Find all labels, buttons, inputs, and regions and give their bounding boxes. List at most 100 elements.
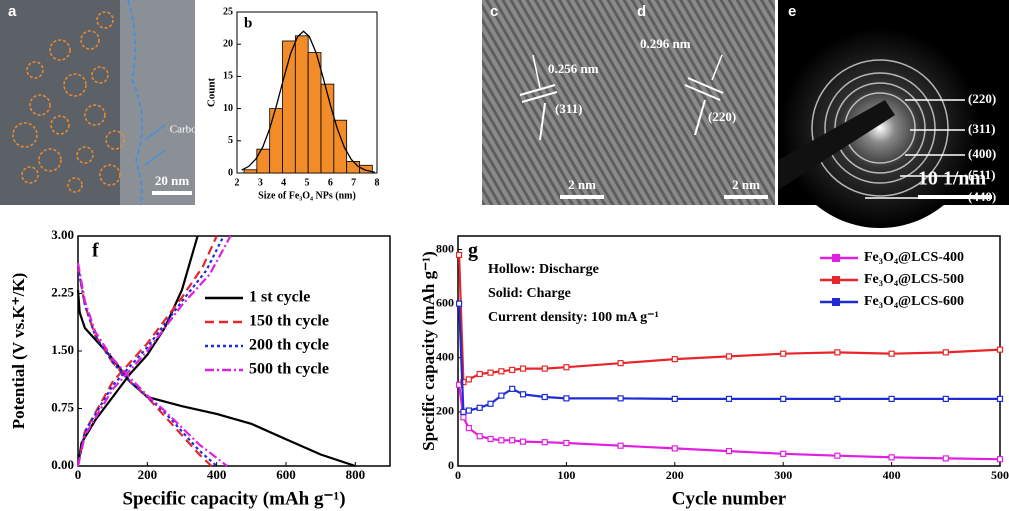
legend-label: Fe₃O₄@LCS-400 (864, 250, 964, 265)
panel-c-image: c 0.256 nm (311) 2 nm (482, 0, 627, 205)
y-tick-label: 400 (436, 350, 454, 364)
point (487, 400, 494, 407)
point (563, 395, 570, 402)
x-axis-label: Specific capacity (mAh g⁻¹) (122, 488, 345, 509)
point (509, 366, 516, 374)
point (476, 404, 483, 411)
y-tick-label: 15 (223, 71, 233, 82)
point (465, 407, 472, 414)
point (942, 395, 949, 402)
point (888, 454, 895, 461)
legend-label: 1 st cycle (249, 289, 310, 306)
y-tick-label: 0 (448, 458, 454, 472)
x-tick-label: 400 (207, 467, 227, 482)
point (519, 391, 527, 398)
x-tick-label: 2 (235, 177, 240, 188)
y-tick-label: 0.00 (51, 457, 74, 472)
point (541, 439, 548, 446)
y-tick-label: 1.50 (51, 342, 74, 357)
point (780, 350, 787, 357)
point (563, 364, 570, 371)
x-tick-label: 5 (305, 177, 310, 188)
annotation: Current density: 100 mA g⁻¹ (488, 310, 659, 325)
y-tick-label: 800 (436, 241, 454, 255)
image-text: Carbon (170, 124, 203, 136)
point (498, 368, 505, 375)
point (617, 442, 624, 449)
point (996, 456, 1004, 463)
legend-label: 200 th cycle (249, 337, 329, 354)
y-tick-label: 5 (228, 135, 233, 146)
legend-marker (832, 254, 840, 262)
legend-label: Fe₃O₄@LCS-500 (864, 272, 964, 287)
scale-label: 20 nm (155, 173, 189, 188)
bar (346, 161, 360, 174)
point (834, 452, 841, 459)
legend-marker (832, 276, 840, 284)
image-text: (220) (708, 109, 736, 124)
legend-marker (832, 298, 840, 306)
x-tick-label: 400 (883, 468, 901, 482)
series-line (76, 235, 232, 467)
point (834, 349, 841, 356)
point (498, 437, 505, 444)
x-axis-label: Cycle number (672, 488, 787, 509)
x-tick-label: 3 (258, 177, 263, 188)
point (563, 439, 570, 447)
x-tick-label: 100 (557, 468, 575, 482)
x-tick-label: 6 (328, 177, 333, 188)
point (509, 437, 516, 444)
image-text: (220) (968, 91, 996, 106)
bar (359, 164, 373, 174)
y-axis-label: Potential (V vs.K⁺/K) (9, 273, 28, 429)
point (519, 365, 527, 372)
legend-label: Fe₃O₄@LCS-600 (864, 294, 964, 309)
panel-a-image: a Carbon 20 nm (0, 0, 203, 206)
y-tick-label: 20 (223, 38, 233, 49)
point (455, 300, 463, 307)
x-tick-label: 0 (455, 468, 461, 482)
plot-frame (77, 235, 391, 467)
annotation: Solid: Charge (488, 286, 571, 301)
x-tick-label: 8 (375, 177, 380, 188)
x-tick-label: 500 (991, 468, 1009, 482)
bar (294, 35, 309, 174)
point (780, 450, 787, 457)
legend-label: 500 th cycle (249, 361, 329, 378)
point (942, 349, 949, 356)
fit-curve (241, 30, 375, 173)
x-axis-label: Size of Fe₃O₄ NPs (nm) (258, 190, 356, 201)
point (519, 438, 527, 445)
y-axis-label: Specific capacity (mAh g⁻¹) (419, 251, 438, 451)
point (498, 392, 505, 399)
point (465, 376, 472, 383)
point (725, 448, 733, 455)
panel-label: e (788, 3, 796, 20)
panel-e-image: e (220) (311) (400) (511) (440) (778, 0, 1009, 228)
point (460, 414, 467, 421)
panel-label: b (244, 15, 252, 31)
y-tick-label: 3.00 (51, 227, 74, 242)
point (996, 395, 1004, 402)
point (725, 395, 733, 402)
scale-label-e: 10 1/nm (918, 168, 987, 190)
point (671, 395, 678, 402)
bar (269, 108, 283, 174)
x-tick-label: 300 (774, 468, 792, 482)
annotation: Hollow: Discharge (488, 262, 599, 277)
point (460, 408, 467, 415)
image-text: (400) (968, 146, 996, 161)
bar (320, 83, 335, 174)
point (476, 433, 483, 440)
x-tick-label: 600 (276, 467, 296, 482)
y-axis-label: Count (206, 77, 218, 107)
image-text: 0.296 nm (640, 36, 691, 51)
y-tick-label: 200 (436, 404, 454, 418)
point (671, 445, 678, 452)
point (942, 455, 949, 462)
bar (307, 52, 322, 174)
image-text: (511) (968, 167, 995, 182)
panel-label: g (468, 240, 478, 262)
point (671, 356, 678, 363)
point (465, 425, 472, 432)
